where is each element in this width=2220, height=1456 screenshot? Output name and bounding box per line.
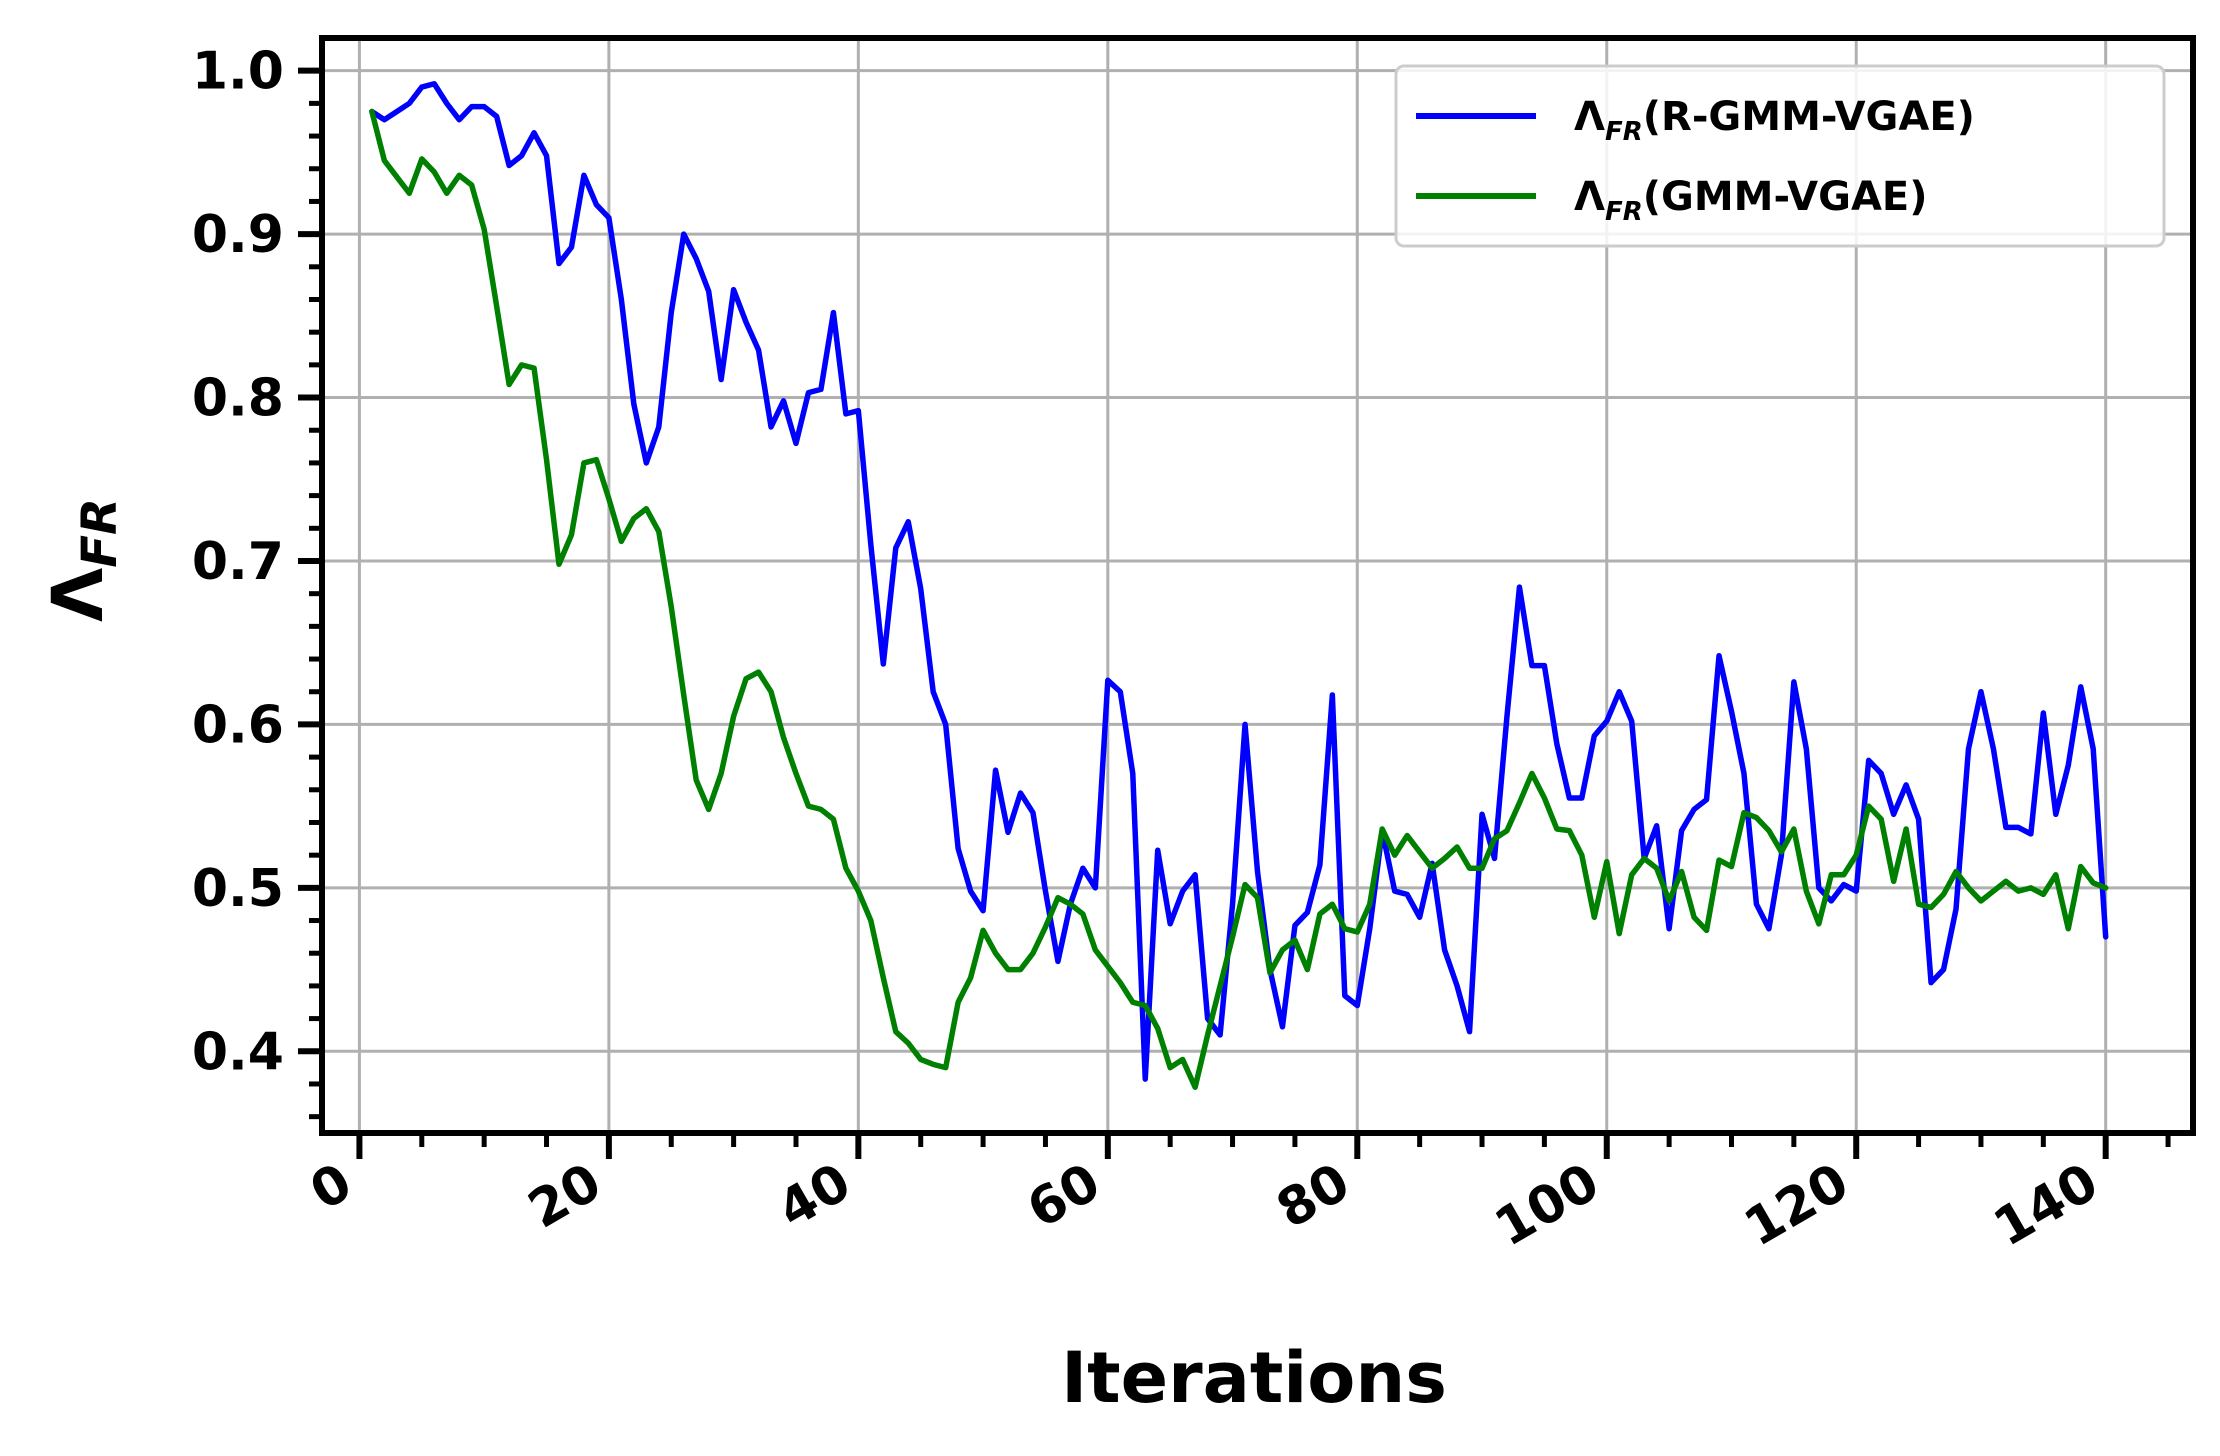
y-tick-labels: 0.4 0.5 0.6 0.7 0.8 0.9 1.0	[192, 42, 284, 1083]
y-tick-label: 0.4	[192, 1022, 284, 1082]
legend-entry-r-gmm-vgae: ΛFR(R-GMM-VGAE)	[1574, 94, 1975, 147]
y-tick-label: 0.5	[192, 859, 284, 919]
plot-frame	[319, 35, 2196, 1136]
series-line-gmm-vgae	[369, 108, 2109, 1090]
y-tick-label: 0.6	[192, 695, 284, 755]
y-axis-label-sub: FR	[72, 498, 128, 568]
y-tick-label: 0.8	[192, 369, 284, 429]
series-lines	[369, 81, 2109, 1090]
legend-entry-gmm-vgae: ΛFR(GMM-VGAE)	[1574, 174, 1928, 227]
y-axis-label-base: Λ	[37, 568, 119, 622]
legend: ΛFR(R-GMM-VGAE) ΛFR(GMM-VGAE)	[1394, 64, 2166, 248]
y-tick-label: 0.9	[192, 205, 284, 265]
y-tick-label: 1.0	[192, 42, 284, 102]
y-axis-label: ΛFR	[37, 498, 128, 622]
legend-box	[1394, 64, 2166, 248]
axis-ticks	[298, 67, 2171, 1159]
x-axis-label: Iterations	[1061, 1337, 1447, 1419]
series-line-r-gmm-vgae	[369, 81, 2109, 1082]
y-tick-label: 0.7	[192, 532, 284, 592]
